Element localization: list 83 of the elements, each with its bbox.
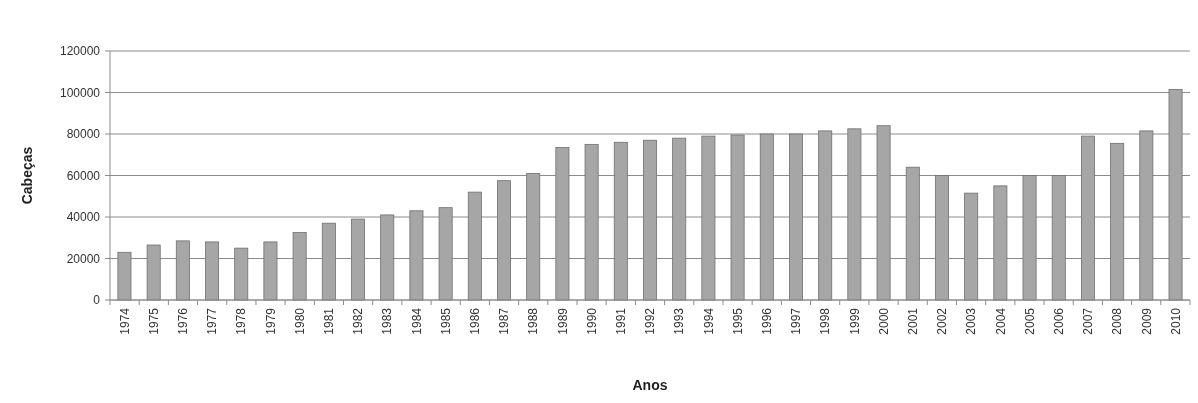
bar bbox=[613, 141, 628, 301]
bar bbox=[205, 241, 220, 301]
x-tick-label: 1990 bbox=[584, 307, 599, 335]
x-tick-label: 1995 bbox=[730, 307, 745, 335]
x-tick-label: 2008 bbox=[1110, 307, 1125, 335]
bar bbox=[701, 135, 716, 301]
y-tick-label: 0 bbox=[93, 293, 101, 308]
bar bbox=[380, 214, 395, 301]
x-tick-label: 2010 bbox=[1168, 307, 1183, 335]
bar bbox=[292, 232, 307, 301]
x-tick-label: 1979 bbox=[263, 307, 278, 335]
x-tick-label: 1976 bbox=[176, 307, 191, 335]
x-tick-label: 1988 bbox=[526, 307, 541, 335]
x-tick-label: 1977 bbox=[205, 307, 220, 335]
bar bbox=[351, 218, 365, 301]
bar bbox=[321, 222, 336, 301]
x-tick-label: 2001 bbox=[905, 307, 920, 335]
x-tick-label: 1991 bbox=[614, 307, 628, 335]
x-tick-label: 2006 bbox=[1051, 307, 1066, 335]
x-tick-label: 2002 bbox=[935, 307, 950, 335]
bar bbox=[584, 143, 599, 301]
bar bbox=[876, 125, 891, 301]
y-tick-label: 120000 bbox=[59, 44, 101, 59]
x-tick-label: 1986 bbox=[468, 307, 483, 335]
bar bbox=[935, 175, 949, 301]
x-tick-label: 2003 bbox=[964, 307, 979, 335]
bar bbox=[1139, 130, 1154, 301]
x-tick-label: 1982 bbox=[351, 307, 366, 335]
x-tick-label: 1999 bbox=[847, 307, 862, 335]
bar bbox=[964, 192, 979, 301]
x-tick-label: 1993 bbox=[672, 307, 687, 335]
x-tick-label: 1994 bbox=[701, 307, 716, 335]
x-tick-label: 1983 bbox=[380, 307, 395, 335]
bar bbox=[847, 128, 862, 301]
bar bbox=[672, 137, 687, 301]
bar bbox=[467, 191, 482, 301]
bar bbox=[1110, 142, 1125, 301]
bar bbox=[526, 173, 541, 301]
bar bbox=[789, 133, 803, 301]
x-tick-label: 2007 bbox=[1081, 307, 1096, 335]
y-tick-label: 100000 bbox=[59, 85, 101, 100]
x-tick-label: 2009 bbox=[1139, 307, 1154, 335]
y-tick-label: 20000 bbox=[66, 251, 101, 266]
bar bbox=[438, 207, 453, 301]
x-tick-label: 1997 bbox=[789, 307, 804, 335]
bar bbox=[117, 251, 132, 301]
x-tick-label: 1975 bbox=[146, 307, 161, 335]
y-tick-label: 40000 bbox=[66, 210, 101, 225]
bar bbox=[146, 244, 161, 301]
x-tick-label: 2004 bbox=[993, 307, 1008, 335]
bar bbox=[497, 180, 511, 301]
x-axis-title: Anos bbox=[632, 377, 668, 393]
y-tick-label: 60000 bbox=[66, 168, 101, 183]
bar bbox=[1080, 135, 1095, 301]
x-tick-label: 1985 bbox=[438, 307, 453, 335]
bar bbox=[1051, 175, 1066, 301]
bar bbox=[643, 139, 657, 301]
bar bbox=[234, 247, 249, 301]
x-tick-label: 1978 bbox=[234, 307, 249, 335]
bar bbox=[175, 240, 190, 301]
y-axis-title: Cabeças bbox=[19, 146, 35, 205]
bar bbox=[730, 134, 745, 301]
bar bbox=[555, 147, 570, 301]
bar bbox=[993, 185, 1008, 301]
x-tick-label: 1974 bbox=[117, 307, 132, 335]
bar bbox=[1168, 88, 1183, 301]
y-tick-label: 80000 bbox=[66, 127, 101, 142]
x-tick-label: 1987 bbox=[497, 307, 512, 335]
x-tick-label: 1980 bbox=[292, 307, 307, 335]
bar bbox=[263, 241, 278, 301]
x-tick-label: 2005 bbox=[1022, 307, 1037, 335]
bar bbox=[759, 133, 774, 301]
bar bbox=[818, 130, 833, 301]
x-tick-label: 1981 bbox=[322, 307, 337, 335]
x-tick-label: 1984 bbox=[409, 307, 424, 335]
x-tick-label: 1992 bbox=[643, 307, 658, 335]
x-tick-label: 2000 bbox=[876, 307, 891, 335]
x-tick-label: 1989 bbox=[555, 307, 570, 335]
x-tick-label: 1996 bbox=[759, 307, 774, 335]
bar bbox=[409, 210, 424, 301]
bar bbox=[1022, 175, 1037, 301]
bar bbox=[905, 166, 920, 301]
x-tick-label: 1998 bbox=[818, 307, 833, 335]
